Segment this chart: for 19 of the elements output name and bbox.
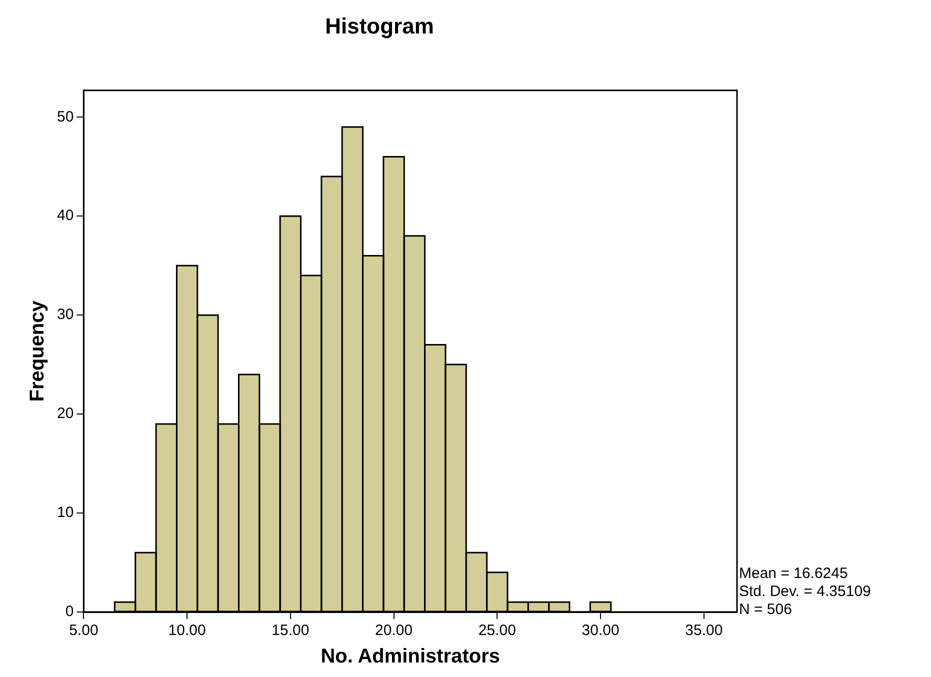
y-tick-label: 50: [56, 108, 74, 126]
x-axis-title: No. Administrators: [320, 646, 500, 668]
y-tick-label: 30: [56, 306, 74, 324]
x-tick-label: 5.00: [69, 622, 98, 640]
text: Std. Dev. = 4.35109: [739, 583, 871, 600]
x-tick-label: 15.00: [272, 622, 310, 640]
x-tick-label: 30.00: [582, 622, 620, 640]
x-tick-label: 10.00: [168, 622, 206, 640]
x-tick-label: 20.00: [375, 622, 413, 640]
text: N = 506: [739, 601, 792, 618]
y-tick-label: 10: [56, 504, 74, 522]
y-tick-label: 20: [56, 405, 74, 422]
x-tick-label: 25.00: [478, 622, 516, 640]
y-tick-label: 0: [65, 603, 74, 620]
x-tick-label: 35.00: [685, 622, 723, 640]
text: Mean = 16.6245: [739, 565, 848, 582]
y-tick-label: 40: [56, 207, 74, 224]
y-axis-title: Frequency: [26, 300, 49, 402]
chart-title: Histogram: [325, 13, 434, 38]
